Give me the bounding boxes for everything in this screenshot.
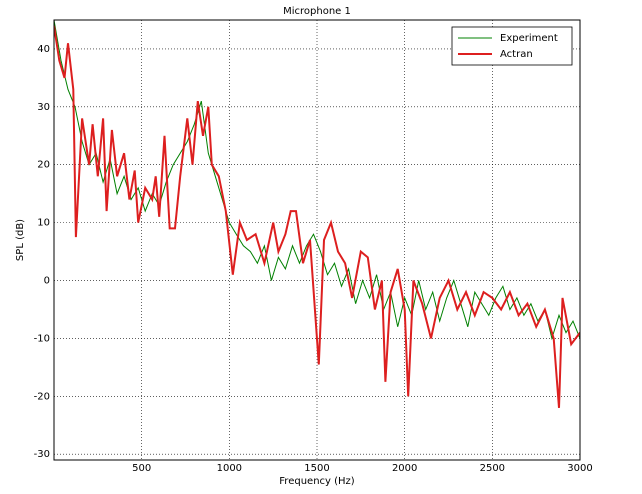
y-tick-label: 20: [37, 160, 50, 171]
y-tick-label: 30: [37, 102, 50, 113]
y-tick-label: 40: [37, 44, 50, 55]
legend-box: [451, 26, 573, 66]
y-tick-label: 0: [44, 276, 50, 287]
chart-title: Microphone 1: [283, 6, 351, 17]
series-line: [54, 20, 580, 341]
plot-frame: [53, 19, 581, 461]
x-axis-label: Frequency (Hz): [279, 476, 355, 487]
y-tick-label: 10: [37, 218, 50, 229]
y-tick-label: -20: [34, 391, 50, 402]
x-tick-label: 500: [132, 463, 151, 474]
x-tick-label: 2000: [392, 463, 417, 474]
x-tick-label: 1500: [304, 463, 329, 474]
x-tick-label: 3000: [567, 463, 592, 474]
x-tick-label: 1000: [217, 463, 242, 474]
y-tick-label: -30: [34, 449, 50, 460]
y-tick-label: -10: [34, 333, 50, 344]
x-tick-label: 2500: [480, 463, 505, 474]
y-axis-label: SPL (dB): [15, 219, 26, 261]
series-line: [54, 25, 580, 408]
legend-label: Experiment: [500, 33, 558, 44]
legend-label: Actran: [500, 49, 533, 60]
